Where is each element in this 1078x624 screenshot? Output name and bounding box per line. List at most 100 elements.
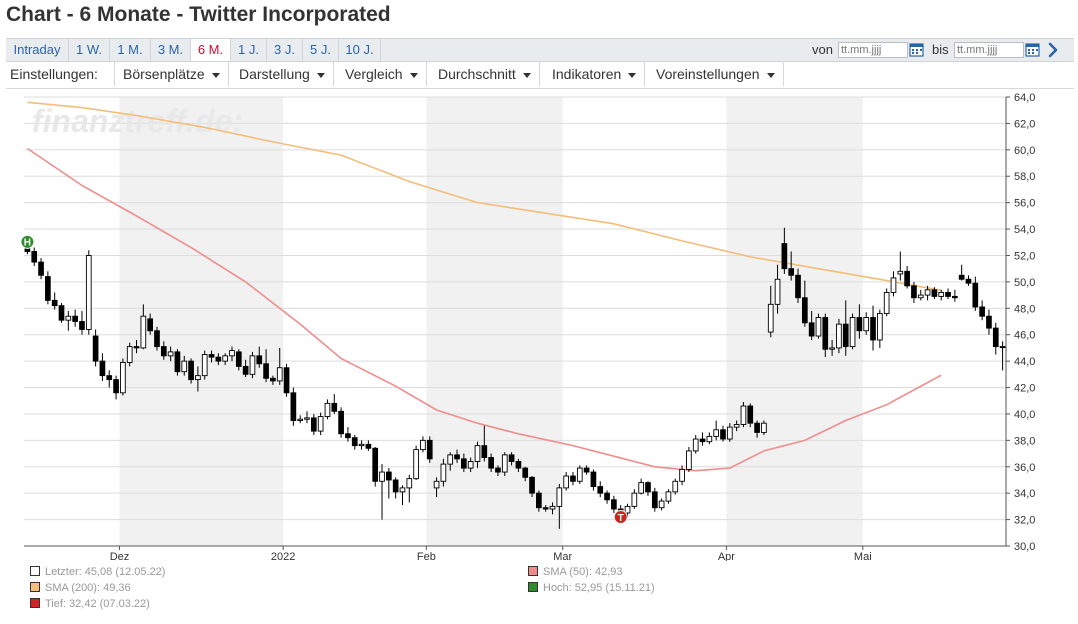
candle-body bbox=[167, 351, 174, 357]
candle bbox=[740, 402, 747, 428]
chart-legend: Letzter: 45,08 (12.05.22) SMA (50): 42,9… bbox=[0, 564, 1078, 622]
candle-body bbox=[440, 463, 447, 482]
candle-body bbox=[815, 317, 822, 337]
candle-body bbox=[256, 355, 263, 365]
candle bbox=[283, 363, 290, 397]
candle bbox=[522, 466, 529, 482]
candle bbox=[754, 420, 760, 438]
candle bbox=[999, 341, 1006, 371]
menu-durchschnitt[interactable]: Durchschnitt bbox=[430, 62, 540, 86]
candle bbox=[611, 495, 617, 513]
candle-body bbox=[181, 360, 188, 373]
candle bbox=[672, 478, 679, 495]
candle-body bbox=[692, 438, 699, 452]
candle-body bbox=[522, 467, 529, 478]
chevron-right-icon[interactable] bbox=[1046, 41, 1060, 59]
stock-chart: finanztreff.de: H T 30,0 32,0 34,0 36,0 38,0 4… bbox=[20, 92, 1035, 561]
candle bbox=[597, 481, 604, 498]
candle-body bbox=[324, 402, 331, 418]
candle-body bbox=[467, 461, 474, 469]
candle bbox=[781, 227, 788, 274]
candle-body bbox=[699, 438, 706, 443]
menu-label: Börsenplätze bbox=[123, 66, 205, 82]
menu-indikatoren[interactable]: Indikatoren bbox=[544, 62, 646, 86]
tab-1m[interactable]: 1 M. bbox=[110, 39, 151, 61]
candle-body bbox=[113, 379, 119, 394]
y-tick-label: 54,0 bbox=[1014, 224, 1035, 236]
candle bbox=[372, 446, 379, 487]
candle-body bbox=[611, 499, 617, 510]
candle bbox=[392, 477, 399, 499]
menu-label: Durchschnitt bbox=[438, 66, 516, 82]
month-shade-band bbox=[119, 97, 284, 546]
candle-body bbox=[317, 416, 324, 432]
candle-body bbox=[726, 426, 733, 440]
tab-3m[interactable]: 3 M. bbox=[151, 39, 191, 61]
candle bbox=[556, 483, 563, 529]
tab-1w[interactable]: 1 W. bbox=[69, 39, 110, 61]
candle-body bbox=[931, 289, 938, 297]
candle-body bbox=[604, 492, 610, 501]
candle-body bbox=[754, 422, 760, 433]
candle bbox=[154, 326, 160, 351]
candle bbox=[952, 289, 958, 302]
candle-body bbox=[474, 445, 481, 462]
candle-body bbox=[406, 478, 413, 489]
candle-body bbox=[979, 306, 985, 317]
menu-vergleich[interactable]: Vergleich bbox=[337, 62, 427, 86]
candle-body bbox=[481, 445, 488, 458]
candle bbox=[188, 358, 194, 384]
candle bbox=[686, 446, 692, 473]
candle bbox=[406, 474, 413, 503]
tab-6m[interactable]: 6 M. bbox=[191, 39, 231, 61]
candle bbox=[979, 300, 985, 321]
menu-boersenplaetze[interactable]: Börsenplätze bbox=[114, 62, 229, 86]
candle bbox=[679, 465, 685, 486]
calendar-icon[interactable] bbox=[1025, 42, 1040, 57]
candle-body bbox=[972, 282, 979, 308]
candle bbox=[747, 403, 754, 428]
from-label: von bbox=[812, 42, 833, 57]
candle bbox=[856, 304, 863, 339]
tab-5y[interactable]: 5 J. bbox=[303, 39, 339, 61]
candle-body bbox=[358, 443, 365, 447]
candle bbox=[897, 251, 904, 281]
candle bbox=[924, 285, 931, 301]
candle bbox=[79, 310, 85, 335]
candle-body bbox=[631, 492, 638, 507]
settings-label: Einstellungen: bbox=[10, 66, 98, 82]
candle bbox=[788, 251, 795, 281]
candle-body bbox=[263, 363, 269, 379]
menu-voreinstellungen[interactable]: Voreinstellungen bbox=[648, 62, 784, 86]
candle bbox=[167, 346, 174, 362]
tab-3y[interactable]: 3 J. bbox=[267, 39, 303, 61]
candle-body bbox=[270, 377, 276, 382]
candle bbox=[774, 264, 781, 314]
candle-body bbox=[897, 270, 904, 275]
from-date-input[interactable] bbox=[838, 42, 908, 58]
calendar-icon[interactable] bbox=[909, 42, 924, 57]
caret-down-icon bbox=[766, 72, 775, 78]
candle-body bbox=[842, 323, 849, 348]
tab-10y[interactable]: 10 J. bbox=[339, 39, 381, 61]
tab-intraday[interactable]: Intraday bbox=[6, 39, 69, 61]
candle-body bbox=[215, 356, 222, 362]
chart-watermark: finanztreff.de: bbox=[32, 103, 243, 139]
candle-body bbox=[829, 347, 835, 350]
candle bbox=[474, 441, 481, 469]
candle-body bbox=[38, 261, 44, 276]
tab-1y[interactable]: 1 J. bbox=[231, 39, 267, 61]
to-label: bis bbox=[932, 42, 949, 57]
candle-body bbox=[310, 417, 317, 432]
candle bbox=[733, 420, 740, 432]
y-tick-label: 42,0 bbox=[1014, 383, 1035, 395]
candle-body bbox=[733, 424, 740, 428]
candle bbox=[570, 472, 576, 486]
candle bbox=[65, 310, 72, 331]
candle bbox=[386, 468, 392, 499]
candle bbox=[706, 432, 713, 445]
to-date-input[interactable] bbox=[954, 42, 1024, 58]
candle bbox=[604, 490, 610, 504]
menu-darstellung[interactable]: Darstellung bbox=[231, 62, 334, 86]
candle bbox=[904, 266, 910, 289]
